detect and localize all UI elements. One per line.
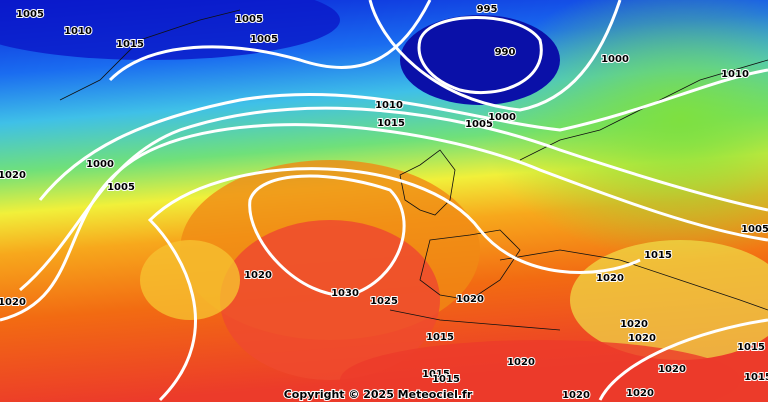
isobar-label: 1005	[235, 14, 263, 25]
isobar-label: 1020	[562, 390, 590, 401]
isobar-label: 1015	[737, 342, 765, 353]
isobar-label: 1000	[488, 112, 516, 123]
isobar-label: 1015	[426, 332, 454, 343]
isobar-label: 1030	[331, 288, 359, 299]
isobar-label: 1020	[620, 319, 648, 330]
isobar-label: 1005	[741, 224, 768, 235]
isobar-label: 1015	[116, 39, 144, 50]
isobar-label: 1020	[658, 364, 686, 375]
isobar-label: 1015	[432, 374, 460, 385]
isobar-labels: 1005 1010 1015 1005 1005 995 990 1000 10…	[0, 3, 768, 402]
isobar-label: 1020	[507, 357, 535, 368]
isobar-label: 1005	[107, 182, 135, 193]
isobar-label: 1025	[370, 296, 398, 307]
isobar-label: 1020	[244, 270, 272, 281]
isobar-label: 995	[477, 4, 498, 15]
isobar-label: 990	[495, 47, 516, 58]
coastlines	[59, 9, 768, 331]
isobar-label: 1020	[0, 297, 26, 308]
isobar-label: 1020	[456, 294, 484, 305]
isobar-label: 1015	[744, 372, 768, 383]
isobar-label: 1020	[626, 388, 654, 399]
isobar-label: 1005	[250, 34, 278, 45]
isobar-label: 1005	[16, 9, 44, 20]
isobar-label: 1010	[721, 69, 749, 80]
isobar-label: 1015	[644, 250, 672, 261]
isobar-label: 1020	[596, 273, 624, 284]
isobar-label: 1000	[86, 159, 114, 170]
isobar-label: 1000	[601, 54, 629, 65]
isobar-label: 1010	[64, 26, 92, 37]
isobar-label: 1005	[465, 119, 493, 130]
isobar-label: 1020	[0, 170, 26, 181]
copyright: Copyright © 2025 Meteociel.fr	[284, 388, 473, 401]
isobar-label: 1015	[422, 369, 450, 380]
isobar-label: 1015	[377, 118, 405, 129]
isobar-label: 1020	[628, 333, 656, 344]
isobar-label: 1010	[375, 100, 403, 111]
